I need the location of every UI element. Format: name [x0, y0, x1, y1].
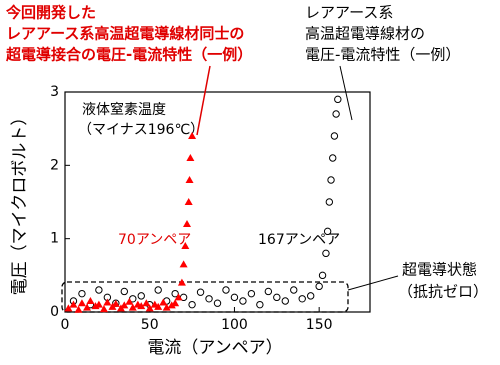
data-point — [179, 260, 188, 268]
x-tick-label: 100 — [221, 317, 248, 333]
data-point — [95, 286, 103, 294]
data-point — [103, 298, 112, 306]
data-point — [239, 297, 247, 305]
data-point — [99, 305, 108, 313]
data-point — [154, 286, 162, 294]
data-point — [74, 305, 83, 313]
y-tick-label: 3 — [50, 84, 59, 100]
data-point — [329, 154, 337, 162]
data-point — [120, 287, 129, 296]
x-tick-label: 150 — [306, 317, 333, 333]
annotation: 167アンペア — [258, 232, 340, 248]
data-point — [162, 303, 171, 311]
data-point — [137, 302, 146, 310]
data-point — [94, 300, 103, 308]
data-point — [86, 297, 95, 304]
data-point — [181, 242, 190, 249]
data-point — [111, 299, 120, 307]
data-point — [128, 303, 137, 311]
data-point — [167, 301, 176, 309]
data-point — [332, 110, 340, 118]
data-point — [137, 292, 145, 300]
data-point — [230, 293, 239, 302]
y-tick-label: 2 — [50, 157, 59, 173]
data-point — [315, 282, 323, 291]
x-axis-title: 電流（アンペア） — [147, 338, 282, 358]
annotation: （抵抗ゼロ） — [398, 283, 488, 301]
zone-box — [61, 281, 349, 313]
data-point — [256, 300, 264, 309]
data-point — [323, 227, 332, 236]
data-point — [145, 304, 154, 312]
data-point — [298, 295, 306, 303]
data-point — [222, 286, 230, 294]
data-point — [325, 198, 334, 206]
data-point — [154, 302, 163, 310]
data-point — [142, 299, 151, 307]
data-point — [171, 299, 180, 307]
data-point — [290, 286, 298, 294]
data-point — [264, 287, 273, 296]
annotation: レアアース系 — [305, 4, 393, 22]
data-point — [327, 176, 335, 184]
data-point — [69, 300, 78, 308]
leader — [196, 65, 211, 136]
annotation: 液体窒素温度 — [82, 101, 166, 118]
y-tick-label: 1 — [50, 231, 59, 247]
x-tick-label: 50 — [141, 317, 159, 333]
data-point — [318, 271, 327, 280]
data-point — [196, 288, 205, 296]
data-point — [183, 220, 191, 227]
data-point — [174, 293, 183, 301]
data-point — [247, 289, 256, 298]
data-point — [334, 95, 342, 104]
data-point — [185, 176, 194, 183]
data-point — [125, 297, 134, 305]
data-point — [281, 297, 289, 305]
data-point — [306, 292, 315, 300]
data-point — [120, 301, 129, 309]
data-point — [188, 300, 196, 309]
y-tick-label: 0 — [50, 304, 59, 320]
data-point — [186, 154, 195, 161]
data-point — [273, 293, 281, 302]
annotation: 今回開発した — [5, 4, 96, 22]
data-point — [322, 249, 330, 258]
annotation: 高温超電導線材の — [305, 25, 425, 43]
data-point — [83, 303, 92, 311]
y-axis-title: 電圧（マイクロボルト） — [10, 109, 30, 296]
annotation: レアアース系高温超電導線材同士の — [6, 25, 244, 43]
annotation: 電圧-電流特性（一例） — [305, 46, 460, 64]
data-point — [159, 298, 168, 306]
data-point — [205, 295, 213, 303]
data-point — [213, 299, 222, 307]
leader — [339, 65, 353, 121]
x-tick-label: 0 — [61, 317, 70, 333]
leader — [347, 275, 399, 291]
annotation: 超電導接合の電圧-電流特性（一例） — [5, 46, 252, 64]
data-point — [188, 132, 197, 139]
data-point — [184, 198, 193, 205]
data-point — [64, 304, 73, 312]
data-point — [77, 299, 86, 307]
data-point — [177, 278, 186, 286]
data-point — [330, 132, 339, 140]
annotation: 70アンペア — [118, 232, 191, 248]
annotation: 超電導状態 — [402, 261, 477, 279]
annotation: （マイナス196℃） — [78, 122, 204, 138]
data-point — [78, 289, 86, 298]
